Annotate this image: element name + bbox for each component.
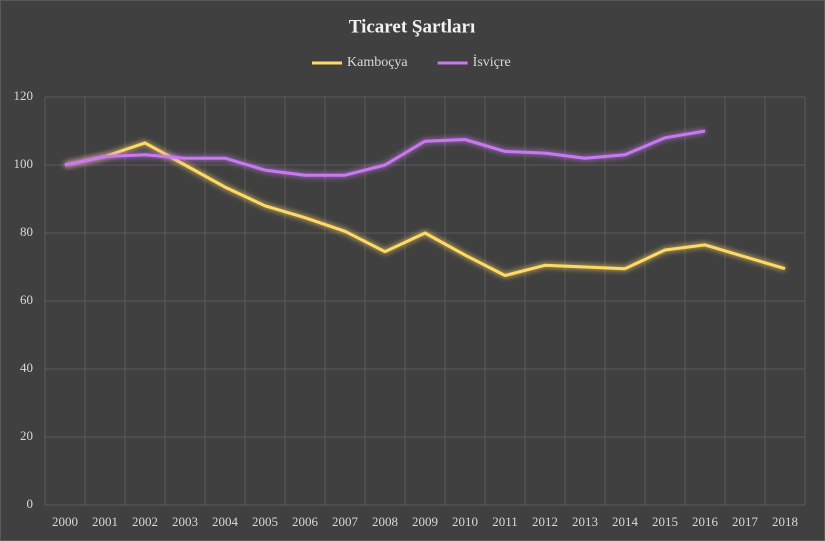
x-tick-label: 2007 bbox=[332, 514, 359, 529]
series-line bbox=[64, 129, 706, 177]
y-tick-label: 0 bbox=[27, 496, 34, 511]
x-tick-label: 2006 bbox=[292, 514, 319, 529]
x-tick-label: 2016 bbox=[692, 514, 719, 529]
series-line bbox=[64, 141, 786, 277]
x-tick-label: 2001 bbox=[92, 514, 118, 529]
legend-text: Kamboçya bbox=[347, 55, 408, 70]
y-tick-label: 80 bbox=[20, 224, 33, 239]
x-tick-label: 2018 bbox=[772, 514, 798, 529]
x-tick-label: 2002 bbox=[132, 514, 158, 529]
x-tick-label: 2004 bbox=[212, 514, 239, 529]
y-tick-label: 40 bbox=[20, 360, 33, 375]
y-tick-label: 60 bbox=[20, 292, 33, 307]
x-tick-label: 2012 bbox=[532, 514, 558, 529]
x-tick-label: 2008 bbox=[372, 514, 398, 529]
x-tick-label: 2011 bbox=[492, 514, 518, 529]
x-tick-label: 2010 bbox=[452, 514, 478, 529]
x-tick-label: 2015 bbox=[652, 514, 678, 529]
legend-text: İsviçre bbox=[473, 54, 511, 70]
x-tick-label: 2003 bbox=[172, 514, 198, 529]
x-tick-label: 2014 bbox=[612, 514, 639, 529]
y-tick-label: 20 bbox=[20, 428, 33, 443]
y-tick-label: 100 bbox=[14, 156, 34, 171]
x-tick-label: 2009 bbox=[412, 514, 438, 529]
x-tick-label: 2017 bbox=[732, 514, 759, 529]
chart-title: Ticaret Şartları bbox=[349, 16, 475, 37]
x-tick-label: 2000 bbox=[52, 514, 78, 529]
x-tick-label: 2005 bbox=[252, 514, 278, 529]
y-tick-label: 120 bbox=[14, 88, 34, 103]
x-tick-label: 2013 bbox=[572, 514, 598, 529]
